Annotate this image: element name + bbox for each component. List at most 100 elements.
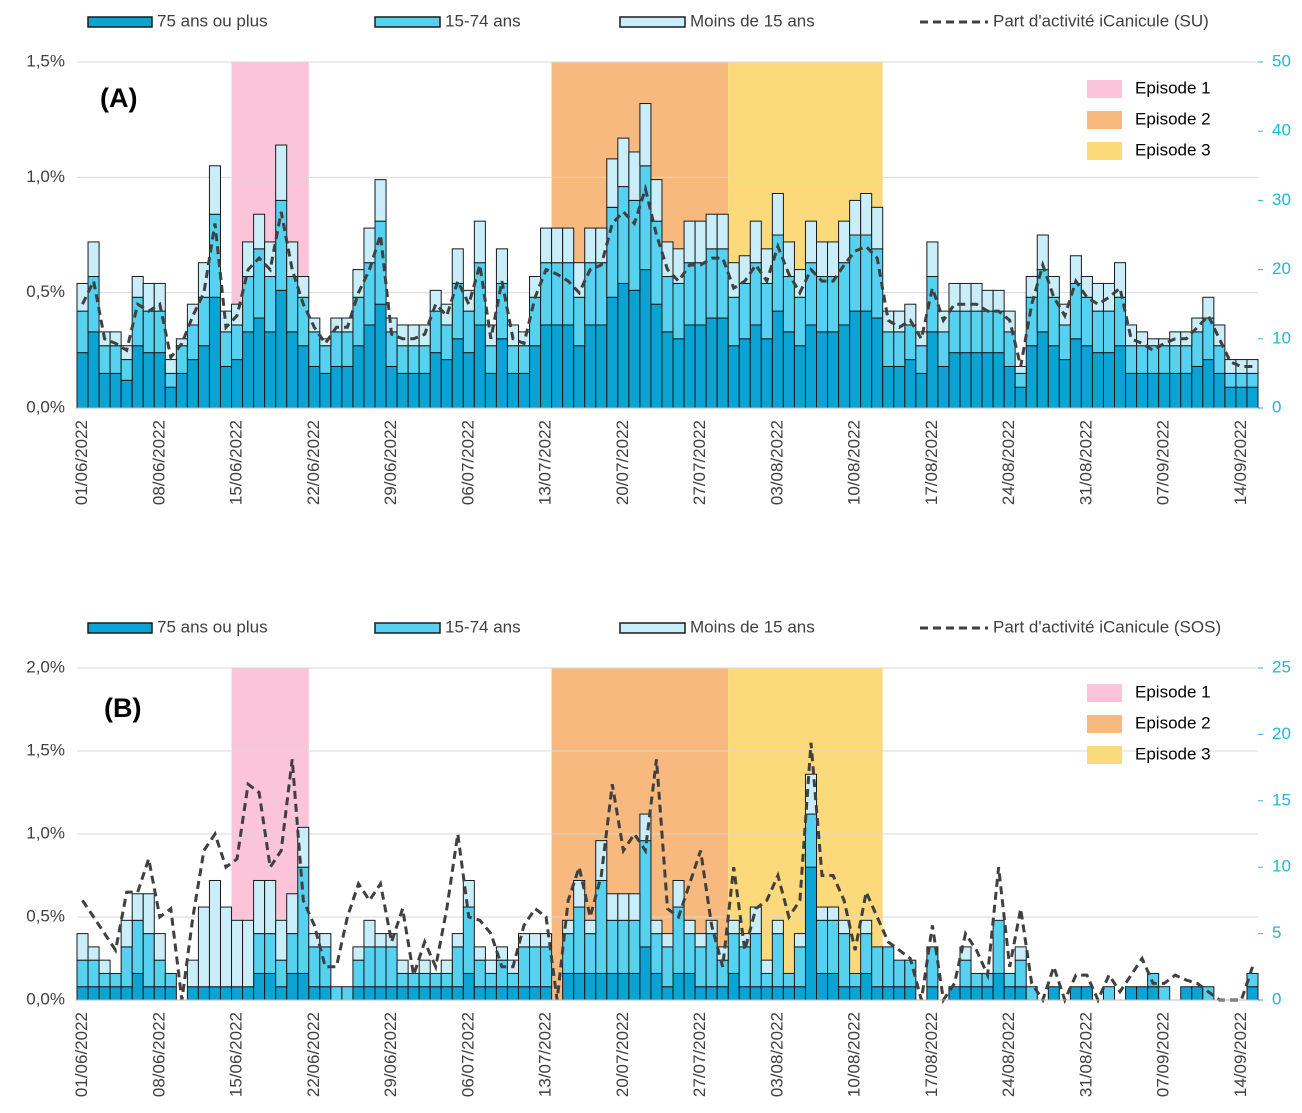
episode-legend-swatch bbox=[1087, 715, 1122, 733]
bar-segment bbox=[517, 345, 531, 374]
bar-segment bbox=[98, 345, 111, 374]
bar-segment bbox=[871, 317, 884, 409]
bar-segment bbox=[341, 331, 354, 367]
bar-segment bbox=[1246, 386, 1259, 409]
bar-segment bbox=[694, 933, 707, 948]
bar-segment bbox=[264, 933, 277, 974]
bar-segment bbox=[275, 144, 288, 201]
bar-segment bbox=[396, 972, 409, 988]
legend-swatch bbox=[374, 622, 441, 634]
x-tick-label: 31/08/2022 bbox=[1076, 420, 1095, 505]
bar-segment bbox=[506, 972, 519, 988]
bar-segment bbox=[164, 972, 177, 988]
bar-segment bbox=[959, 310, 972, 354]
bar-segment bbox=[948, 282, 961, 312]
bar-segment bbox=[827, 906, 840, 921]
bar-segment bbox=[275, 289, 288, 409]
bar-segment bbox=[606, 296, 619, 409]
bar-segment bbox=[1036, 331, 1049, 409]
bar-segment bbox=[1047, 345, 1060, 409]
bar-segment bbox=[219, 906, 233, 988]
bar-segment bbox=[904, 303, 917, 326]
bar-segment bbox=[551, 324, 564, 409]
bar-segment bbox=[849, 310, 862, 409]
bar-segment bbox=[1003, 972, 1016, 988]
bar-segment bbox=[992, 310, 1005, 354]
bar-segment bbox=[606, 158, 619, 208]
bar-segment bbox=[76, 933, 89, 961]
bar-segment bbox=[1080, 986, 1093, 1001]
legend-label: 15-74 ans bbox=[445, 11, 521, 30]
bar-segment bbox=[1158, 345, 1171, 374]
bar-segment bbox=[816, 241, 829, 278]
bar-segment bbox=[595, 262, 608, 326]
bar-segment bbox=[451, 933, 464, 948]
bar-segment bbox=[242, 241, 255, 278]
bar-segment bbox=[98, 972, 111, 988]
bar-segment bbox=[584, 227, 597, 264]
bar-segment bbox=[584, 324, 597, 409]
bar-segment bbox=[131, 919, 144, 974]
bar-segment bbox=[231, 986, 244, 1001]
bar-segment bbox=[595, 879, 608, 974]
bar-segment bbox=[849, 234, 862, 312]
bar-segment bbox=[396, 324, 409, 347]
bar-segment bbox=[816, 906, 829, 921]
bar-segment bbox=[231, 324, 244, 361]
bar-segment bbox=[319, 345, 332, 374]
bar-segment bbox=[595, 972, 608, 1001]
bar-segment bbox=[142, 310, 155, 354]
x-tick-label: 10/08/2022 bbox=[845, 1012, 864, 1097]
bar-segment bbox=[904, 324, 917, 361]
bar-segment bbox=[540, 946, 553, 988]
x-tick-label: 17/08/2022 bbox=[922, 1012, 941, 1097]
bar-segment bbox=[970, 352, 983, 409]
x-tick-label: 14/09/2022 bbox=[1231, 420, 1250, 505]
bar-segment bbox=[595, 324, 608, 409]
bar-segment bbox=[440, 303, 453, 326]
y-tick-label: 1,0% bbox=[26, 823, 65, 842]
x-tick-label: 01/06/2022 bbox=[72, 420, 91, 505]
bar-segment bbox=[595, 840, 608, 881]
y2-tick-label: 15 bbox=[1272, 790, 1291, 809]
bar-segment bbox=[363, 324, 376, 409]
bar-segment bbox=[827, 331, 840, 409]
bar-segment bbox=[882, 331, 895, 367]
x-tick-label: 15/06/2022 bbox=[227, 1012, 246, 1097]
bar-segment bbox=[1147, 372, 1160, 409]
bar-segment bbox=[120, 379, 133, 409]
bar-segment bbox=[231, 919, 244, 988]
bar-segment bbox=[186, 959, 199, 988]
x-tick-label: 10/08/2022 bbox=[845, 420, 864, 505]
bar-segment bbox=[694, 986, 707, 1001]
bar-segment bbox=[1014, 372, 1027, 388]
episode-legend-label: Episode 2 bbox=[1135, 713, 1211, 732]
bar-segment bbox=[628, 919, 641, 974]
bar-segment bbox=[385, 946, 398, 988]
bar-segment bbox=[683, 919, 696, 935]
bar-segment bbox=[926, 986, 939, 1001]
x-tick-label: 20/07/2022 bbox=[613, 1012, 632, 1097]
bar-segment bbox=[529, 933, 542, 948]
legend-swatch bbox=[619, 16, 686, 28]
bar-segment bbox=[992, 352, 1005, 409]
bar-segment bbox=[650, 303, 663, 409]
bar-segment bbox=[352, 269, 365, 298]
bar-segment bbox=[352, 946, 365, 961]
bar-segment bbox=[683, 220, 696, 264]
x-tick-label: 20/07/2022 bbox=[613, 420, 632, 505]
bar-segment bbox=[650, 919, 663, 935]
bar-segment bbox=[484, 372, 497, 409]
episode-legend-swatch bbox=[1087, 746, 1122, 764]
bar-segment bbox=[451, 338, 464, 409]
bar-segment bbox=[219, 331, 233, 367]
bar-segment bbox=[760, 972, 773, 988]
bar-segment bbox=[617, 137, 630, 188]
bar-segment bbox=[297, 345, 310, 409]
bar-segment bbox=[275, 919, 288, 961]
y2-tick-label: 10 bbox=[1272, 328, 1291, 347]
bar-segment bbox=[98, 372, 111, 409]
bar-segment bbox=[1147, 345, 1160, 374]
bar-segment bbox=[76, 352, 89, 409]
bar-segment bbox=[617, 893, 630, 921]
